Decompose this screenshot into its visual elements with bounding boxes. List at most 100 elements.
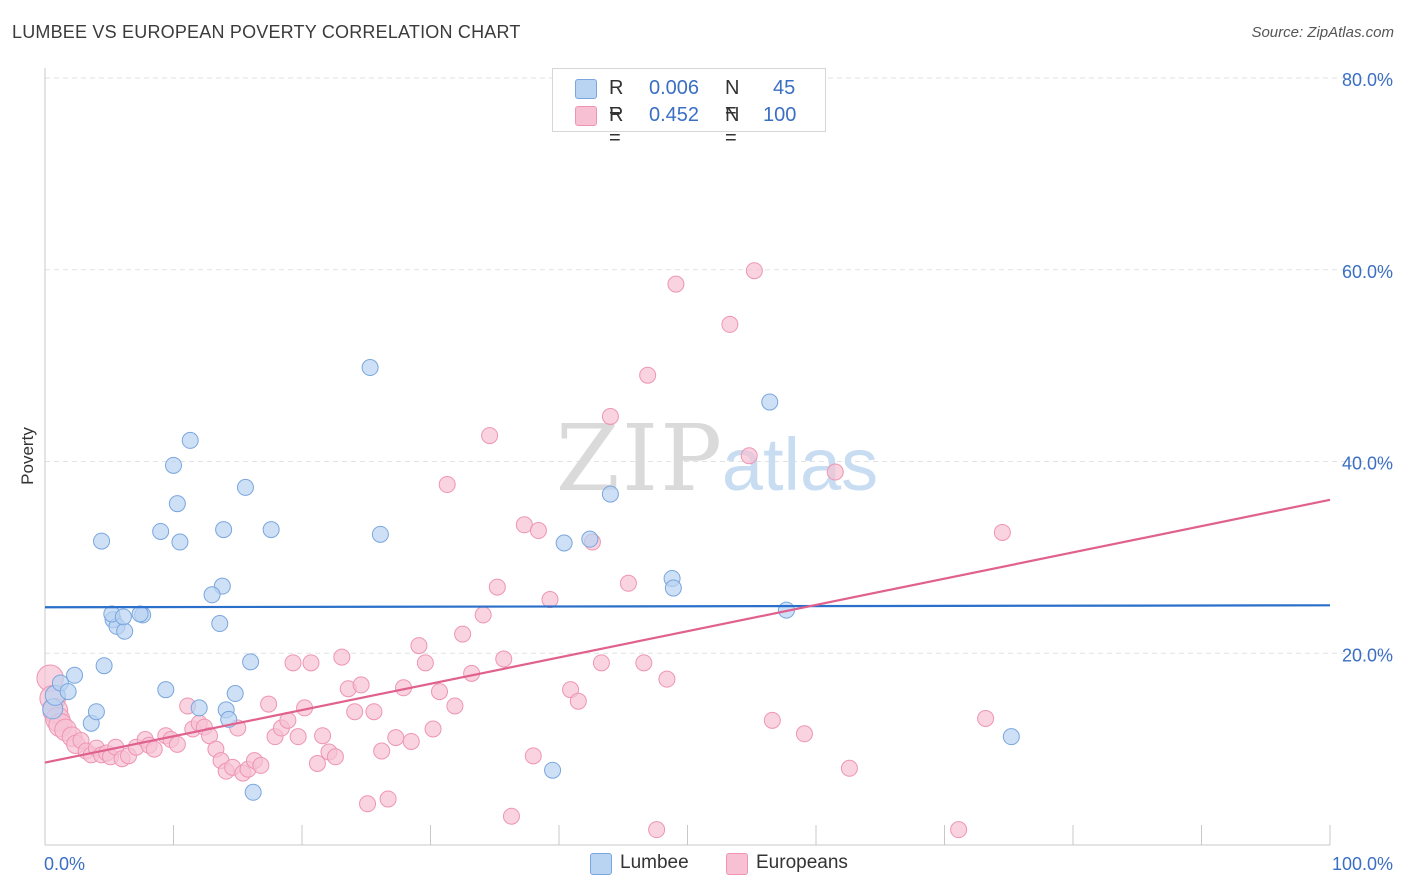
- legend-r-label: R =: [609, 77, 624, 122]
- watermark-zip: ZIP: [556, 405, 724, 512]
- europeans-point: [502, 807, 520, 825]
- europeans-point: [308, 755, 326, 773]
- lumbee-point: [116, 622, 134, 640]
- x-tick-label-min: 0.0%: [44, 854, 85, 874]
- europeans-point: [430, 683, 448, 701]
- europeans-point: [495, 650, 513, 668]
- lumbee-point: [555, 534, 573, 552]
- europeans-point: [438, 476, 456, 494]
- lumbee-point: [157, 681, 175, 699]
- europeans-point: [346, 703, 364, 721]
- x-tick-label-max: 100.0%: [1332, 854, 1393, 874]
- europeans-point: [488, 578, 506, 596]
- lumbee-points: [42, 359, 1020, 801]
- europeans-point: [416, 654, 434, 672]
- europeans-point: [402, 732, 420, 750]
- europeans-point: [569, 692, 587, 710]
- lumbee-point: [171, 533, 189, 551]
- lumbee-point: [262, 521, 280, 539]
- europeans-point: [529, 522, 547, 540]
- europeans-point: [826, 463, 844, 481]
- y-tick-label: 80.0%: [1342, 70, 1393, 90]
- europeans-point: [289, 728, 307, 746]
- lumbee-point: [168, 495, 186, 513]
- europeans-point: [524, 747, 542, 765]
- lumbee-legend-label: Lumbee: [620, 852, 689, 873]
- europeans-point: [326, 748, 344, 766]
- europeans-point: [454, 625, 472, 643]
- lumbee-point: [165, 456, 182, 474]
- europeans-point: [446, 697, 464, 715]
- y-tick-label: 60.0%: [1342, 262, 1393, 282]
- europeans-point: [740, 447, 758, 465]
- europeans-point: [592, 654, 610, 672]
- europeans-point: [474, 606, 492, 624]
- lumbee-trend-line: [44, 604, 1331, 609]
- europeans-point: [721, 315, 739, 333]
- europeans-point: [648, 821, 666, 839]
- lumbee-point: [190, 699, 208, 717]
- lumbee-point: [181, 431, 199, 449]
- legend-n-value: 100: [763, 104, 797, 126]
- lumbee-point: [211, 615, 229, 633]
- europeans-point: [424, 720, 442, 738]
- europeans-point: [619, 574, 637, 592]
- lumbee-point: [544, 761, 562, 779]
- lumbee-point: [761, 393, 779, 411]
- y-axis-label: Poverty: [18, 427, 37, 485]
- legend-r-value: 0.006: [649, 77, 700, 99]
- tick-labels: 20.0% 40.0% 60.0% 80.0% 0.0% 100.0%: [44, 70, 1393, 874]
- lumbee-point: [87, 703, 105, 721]
- trend-lines: [44, 498, 1331, 764]
- lumbee-point: [114, 608, 132, 626]
- legend-n-label: N =: [725, 77, 740, 122]
- legend-n-value: 45: [773, 77, 796, 99]
- lumbee-legend-swatch: [590, 853, 612, 875]
- lumbee-point: [152, 522, 170, 540]
- lumbee-point: [66, 666, 84, 684]
- lumbee-point: [131, 605, 149, 623]
- europeans-point: [260, 695, 278, 713]
- legend-r-value: 0.452: [649, 104, 700, 126]
- lumbee-point: [581, 530, 599, 548]
- lumbee-point: [371, 525, 389, 543]
- lumbee-point: [244, 783, 262, 801]
- europeans-point: [977, 709, 995, 727]
- source-label: Source: ZipAtlas.com: [1251, 24, 1394, 41]
- europeans-point: [745, 262, 763, 280]
- lumbee-point: [95, 657, 113, 675]
- europeans-point: [601, 407, 619, 425]
- stats-legend: R = 0.006 N = 45 R = 0.452 N = 100: [552, 68, 826, 149]
- europeans-point: [658, 670, 676, 688]
- europeans-legend-swatch: [726, 853, 748, 875]
- gridlines: [45, 77, 1392, 654]
- europeans-point: [333, 648, 351, 666]
- lumbee-point: [1002, 728, 1020, 746]
- europeans-point: [314, 727, 332, 745]
- lumbee-point: [236, 478, 254, 496]
- europeans-point: [410, 637, 428, 655]
- europeans-point: [145, 740, 163, 758]
- europeans-point: [635, 654, 653, 672]
- legend-r-label: R =: [609, 104, 624, 149]
- europeans-point: [481, 427, 499, 445]
- europeans-legend-label: Europeans: [756, 852, 848, 873]
- lumbee-point: [601, 485, 619, 503]
- watermark: ZIP atlas: [556, 405, 878, 512]
- europeans-point: [795, 725, 813, 743]
- europeans-point: [302, 654, 320, 672]
- y-tick-label: 40.0%: [1342, 454, 1393, 474]
- europeans-point: [284, 654, 302, 672]
- lumbee-point: [664, 579, 682, 597]
- europeans-point: [639, 366, 657, 384]
- chart-title: LUMBEE VS EUROPEAN POVERTY CORRELATION C…: [12, 22, 521, 42]
- europeans-point: [993, 523, 1011, 541]
- europeans-point: [515, 516, 533, 534]
- europeans-swatch: [575, 106, 597, 126]
- watermark-atlas: atlas: [722, 423, 878, 506]
- europeans-point: [763, 711, 781, 729]
- europeans-point: [359, 795, 377, 813]
- lumbee-point: [361, 359, 379, 377]
- y-tick-label: 20.0%: [1342, 645, 1393, 665]
